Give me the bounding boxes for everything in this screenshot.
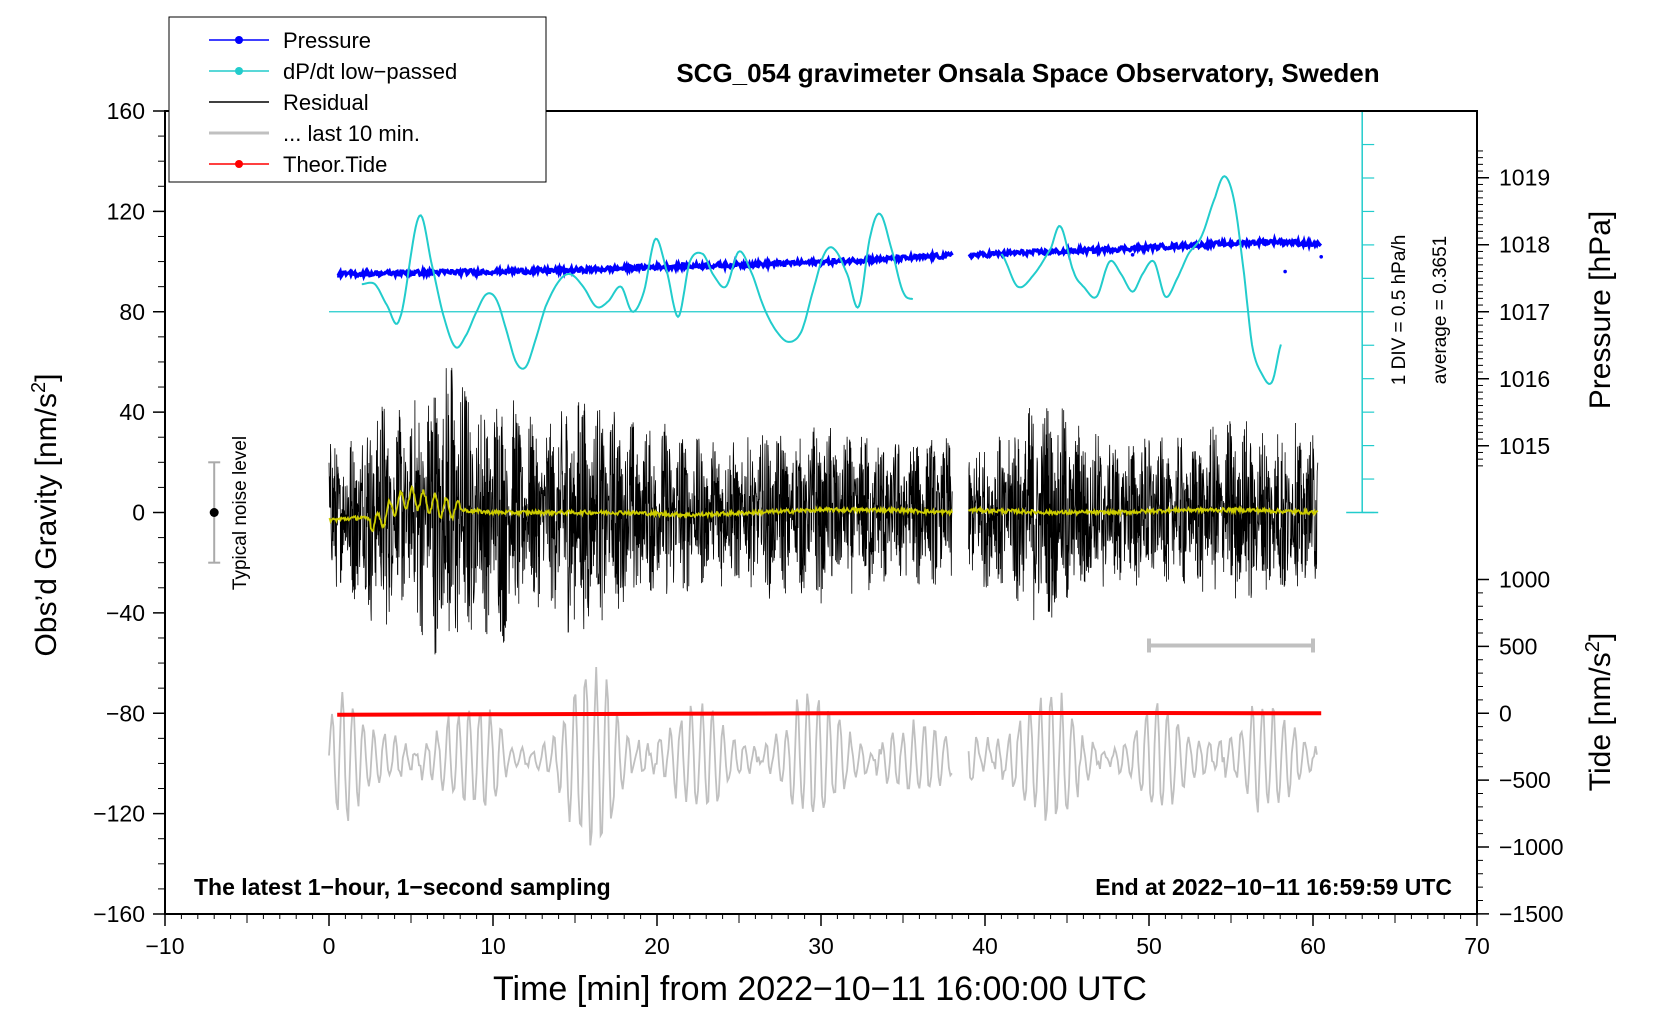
y-axis-label-tide-sup: 2: [1582, 641, 1604, 652]
pressure-outlier-2: [1130, 252, 1135, 257]
y-tick-label: 160: [107, 98, 145, 124]
tide-tick-label: 1000: [1499, 567, 1550, 593]
pressure-outlier-0: [1283, 269, 1287, 274]
dpdt-div-label: 1 DIV = 0.5 hPa/h: [1389, 235, 1410, 386]
series-smoothed-segment-0: [328, 484, 954, 533]
legend: Pressure dP/dt low−passed Residual ... last…: [168, 16, 547, 183]
series-dpdt-segment-1: [1000, 175, 1282, 385]
y-axis-label-gravity-sup: 2: [28, 382, 50, 393]
tide-tick-label: −500: [1499, 767, 1551, 793]
noise-level-dot: [209, 508, 219, 517]
legend-label: Theor.Tide: [283, 152, 387, 177]
y-axis-label-pressure: Pressure [hPa]: [1584, 211, 1617, 409]
end-time-note: End at 2022−10−11 16:59:59 UTC: [1095, 874, 1452, 900]
y-axis-label-gravity-tail: ]: [30, 374, 63, 382]
series-dpdt-segment-0: [361, 212, 914, 370]
series-smoothed-segment-1: [967, 505, 1319, 518]
tide-tick-label: −1000: [1499, 834, 1564, 860]
tide-tick-label: 0: [1499, 700, 1512, 726]
y-tick-label: 80: [119, 299, 145, 325]
x-tick-label: 10: [480, 933, 506, 959]
pressure-tick-label: 1016: [1499, 366, 1550, 392]
x-tick-label: 60: [1300, 933, 1326, 959]
legend-marker: [235, 160, 243, 168]
axes-layer: −10 0 10 20 30 40 50 60 70 160 120 80 40 0 −40 −80 −120 −…: [93, 98, 1563, 959]
series-residual-segment-1: [968, 407, 1319, 621]
series-pressure-segment-1: [967, 232, 1323, 261]
series-residual-segment-0: [328, 367, 953, 655]
series-layer: [165, 110, 1477, 914]
y-tick-label: −160: [93, 901, 145, 927]
chart-title: SCG_054 gravimeter Onsala Space Observat…: [676, 58, 1379, 88]
legend-label: ... last 10 min.: [283, 121, 420, 146]
y-tick-label: 40: [119, 399, 145, 425]
legend-label: dP/dt low−passed: [283, 59, 457, 84]
legend-box: [168, 16, 547, 183]
x-tick-label: 70: [1464, 933, 1490, 959]
tide-tick-label: −1500: [1499, 901, 1564, 927]
y-tick-label: −40: [106, 600, 145, 626]
x-tick-label: 0: [323, 933, 336, 959]
pressure-tick-label: 1015: [1499, 433, 1550, 459]
x-axis-label: Time [min] from 2022−10−11 16:00:00 UTC: [493, 970, 1147, 1008]
x-tick-label: −10: [145, 933, 184, 959]
noise-level-label: Typical noise level: [230, 436, 251, 590]
dpdt-average-label: average = 0.3651: [1430, 236, 1451, 384]
y-axis-label-tide-text: Tide [nm/s: [1584, 652, 1617, 791]
y-axis-label-gravity-text: Obs’d Gravity [nm/s: [30, 393, 63, 656]
x-tick-label: 50: [1136, 933, 1162, 959]
sampling-note: The latest 1−hour, 1−second sampling: [194, 874, 611, 900]
series-theor-tide: [337, 711, 1322, 717]
x-tick-label: 20: [644, 933, 670, 959]
y-axis-label-tide: Tide [nm/s2]: [1582, 633, 1617, 791]
y-tick-label: 120: [107, 198, 145, 224]
x-tick-label: 30: [808, 933, 834, 959]
pressure-outlier-1: [1319, 255, 1323, 259]
y-tick-label: −80: [106, 700, 145, 726]
y-tick-label: 0: [132, 500, 145, 526]
legend-label: Pressure: [283, 28, 371, 53]
pressure-tick-label: 1019: [1499, 165, 1550, 191]
tide-tick-label: 500: [1499, 633, 1537, 659]
pressure-tick-label: 1018: [1499, 232, 1550, 258]
pressure-tick-label: 1017: [1499, 299, 1550, 325]
y-axis-label-tide-tail: ]: [1584, 633, 1617, 641]
legend-label: Residual: [283, 90, 369, 115]
y-tick-label: −120: [93, 801, 145, 827]
legend-marker: [235, 36, 243, 44]
series-last10-segment-1: [967, 692, 1318, 821]
series-last10-segment-0: [328, 666, 953, 846]
series-pressure-segment-0: [336, 247, 954, 282]
x-tick-label: 40: [972, 933, 998, 959]
legend-marker: [235, 67, 243, 75]
y-axis-label-gravity: Obs’d Gravity [nm/s2]: [28, 374, 63, 657]
